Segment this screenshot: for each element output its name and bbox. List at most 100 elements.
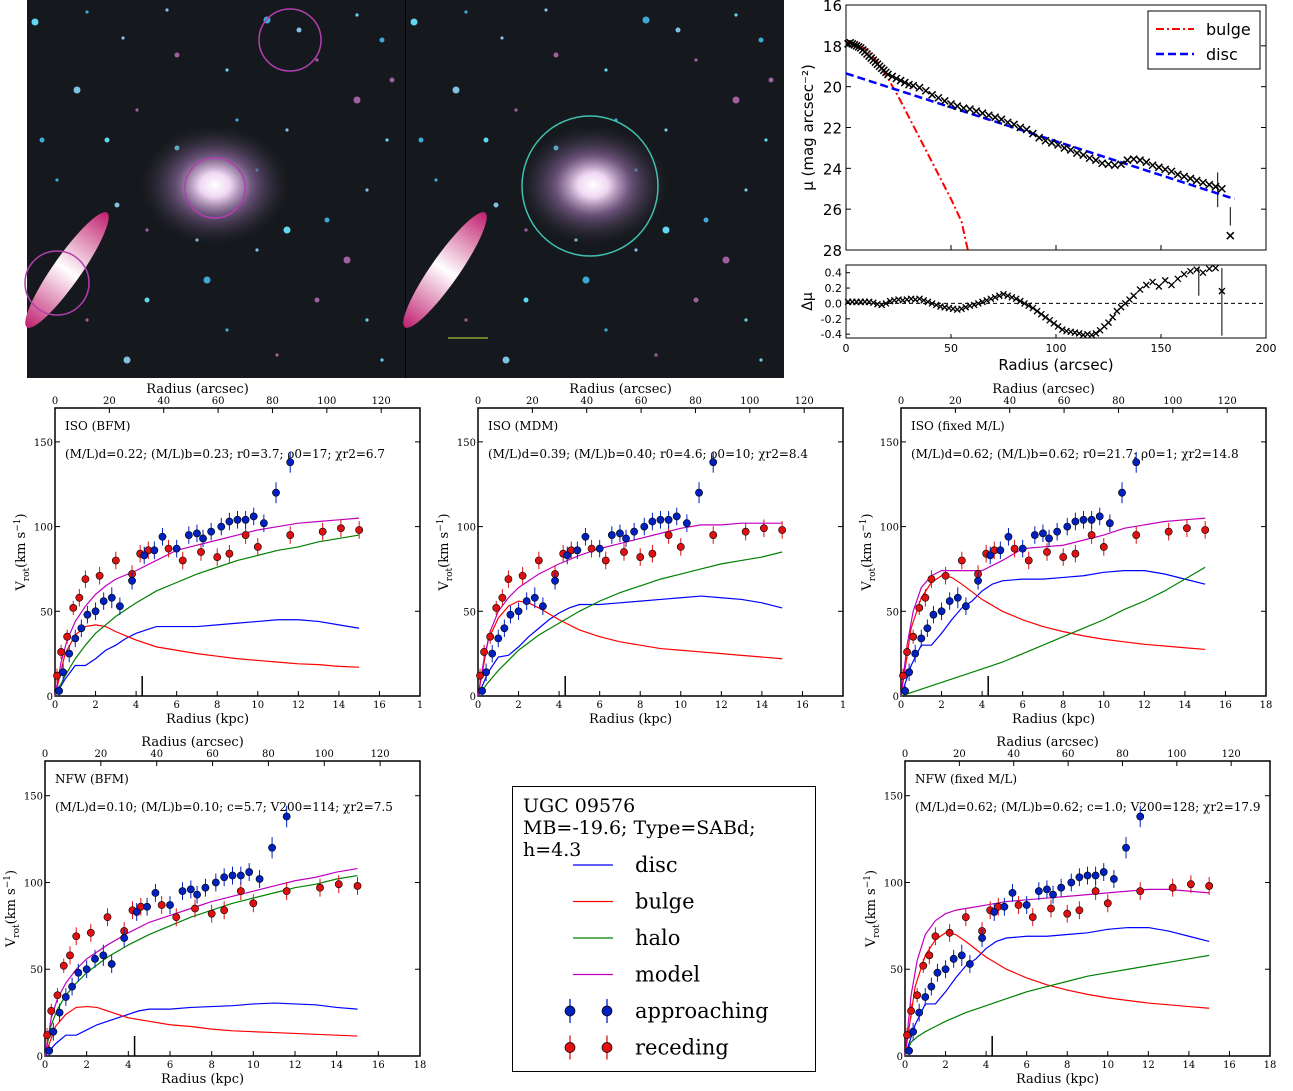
x-tick-label: 10	[1101, 1060, 1114, 1071]
approaching-point	[1109, 875, 1118, 883]
residual-point	[1021, 299, 1028, 307]
top-tick-label: 60	[635, 396, 648, 407]
top-axis-label: Radius (arcsec)	[996, 735, 1099, 750]
approaching-point	[178, 887, 187, 896]
receding-point	[47, 1006, 56, 1015]
residual-point	[878, 301, 886, 309]
y-axis-label: Vrot(km s−1)	[13, 513, 32, 591]
residual-point	[1029, 304, 1037, 312]
approaching-point	[65, 649, 74, 658]
mask-circle-galaxy	[184, 157, 246, 219]
top-axis-label: Radius (arcsec)	[141, 735, 244, 750]
residual-point	[1168, 281, 1175, 289]
x-tick-label: 14	[1183, 1060, 1196, 1071]
approaching-point	[59, 668, 68, 677]
approaching-point	[682, 519, 691, 528]
top-tick-label: 100	[1163, 396, 1182, 407]
approaching-point	[1075, 873, 1084, 882]
x-axis-label: Radius (kpc)	[589, 712, 672, 727]
approaching-point	[201, 883, 210, 892]
model-label: NFW (BFM)	[55, 772, 129, 786]
receding-point	[1201, 526, 1210, 534]
receding-point	[253, 543, 262, 551]
field-star	[380, 358, 384, 362]
field-star	[203, 276, 211, 284]
data-point	[1072, 148, 1082, 158]
halo-curve	[477, 551, 783, 697]
rotation-curve-nfw-bfm: 0 20 40 60 80 100 120 Radius (arcsec) 0 2 4 6 8 10 12 1…	[3, 735, 426, 1087]
data-point	[984, 111, 993, 120]
approaching-point	[538, 602, 547, 611]
approaching-point	[923, 624, 932, 633]
receding-point	[1099, 543, 1108, 551]
data-point	[909, 81, 918, 90]
receding-point	[1063, 909, 1072, 918]
top-tick-label: 40	[1003, 396, 1016, 407]
top-tick-label: 120	[372, 396, 391, 407]
x-tick-label: 6	[1023, 1060, 1029, 1071]
approaching-point	[115, 602, 124, 611]
field-star	[483, 137, 489, 143]
approaching-point	[61, 993, 70, 1001]
residual-point	[916, 295, 923, 303]
receding-point	[915, 604, 924, 612]
receding-point	[498, 593, 507, 602]
top-axis-label: Radius (arcsec)	[146, 382, 249, 397]
y-tick-label: 100	[880, 523, 899, 534]
approaching-point	[1043, 885, 1051, 894]
approaching-point	[249, 512, 258, 521]
approaching-point	[482, 668, 491, 677]
y-tick-label: 28	[823, 242, 842, 260]
approaching-point	[268, 843, 276, 852]
approaching-point	[933, 968, 942, 977]
x-tick-label: 1	[840, 700, 846, 711]
approaching-point	[45, 1046, 54, 1055]
y-tick-label: 26	[823, 201, 842, 219]
y-tick-label: 0	[37, 1052, 43, 1063]
field-star	[385, 138, 389, 142]
x-tick-label: 2	[938, 700, 944, 711]
receding-point	[66, 951, 74, 960]
field-star	[135, 108, 139, 112]
field-star	[255, 248, 259, 252]
top-tick-label: 20	[103, 396, 116, 407]
field-star	[55, 178, 59, 182]
receding-point	[191, 904, 199, 913]
top-tick-label: 0	[42, 749, 48, 760]
legend-marker	[601, 1042, 613, 1053]
approaching-point	[648, 517, 657, 526]
x-tick-label: 0	[52, 700, 58, 711]
plot-frame	[44, 760, 421, 1057]
approaching-point	[494, 634, 503, 643]
legend-title-line1: UGC 09576	[523, 795, 636, 817]
y-tick-label: 16	[823, 0, 842, 15]
approaching-point	[83, 610, 92, 619]
approaching-point	[917, 634, 926, 643]
halo-curve	[44, 874, 358, 1057]
x-tick-label: 6	[167, 1060, 173, 1071]
y-tick-label: 100	[457, 523, 476, 534]
approaching-point	[91, 607, 100, 616]
approaching-point	[166, 901, 174, 909]
y-tick-label: 50	[890, 965, 903, 976]
data-point	[921, 86, 930, 95]
approaching-point	[1099, 868, 1108, 876]
receding-point	[53, 671, 61, 680]
mask-circle-star	[24, 250, 90, 316]
top-tick-label: 60	[206, 749, 219, 760]
receding-point	[43, 1031, 51, 1040]
receding-point	[778, 526, 787, 534]
approaching-point	[172, 544, 181, 553]
field-star	[355, 13, 359, 17]
x-tick-label: 8	[208, 1060, 214, 1071]
receding-point	[1132, 531, 1141, 539]
top-tick-label: 100	[317, 396, 336, 407]
plot-frame	[477, 407, 844, 697]
data-point	[1226, 231, 1235, 240]
top-tick-label: 100	[740, 396, 759, 407]
top-axis-label: Radius (arcsec)	[992, 382, 1095, 397]
receding-point	[931, 932, 940, 941]
receding-point	[286, 531, 295, 539]
receding-point	[75, 593, 84, 602]
field-star	[165, 8, 169, 12]
